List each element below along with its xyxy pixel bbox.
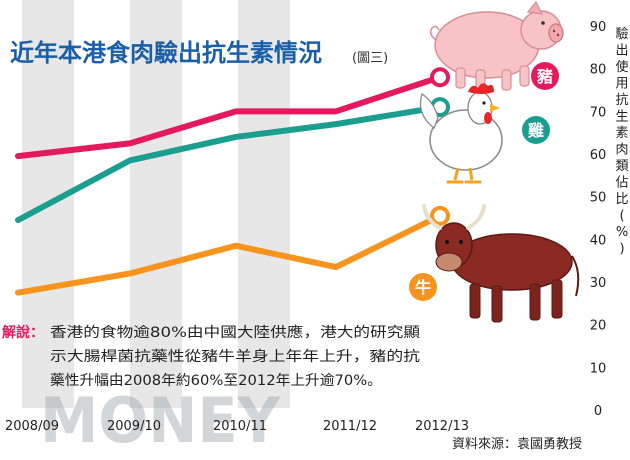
y-axis-title-char: 類	[615, 159, 628, 174]
series-badge	[522, 116, 550, 144]
series-lines	[15, 67, 450, 296]
y-axis-title-char: (	[619, 209, 624, 224]
y-tick-label: 40	[590, 233, 607, 248]
y-axis-title-char: 比	[615, 192, 628, 207]
y-axis-title-char: 素	[615, 126, 628, 141]
y-axis-title-char: 生	[615, 110, 628, 125]
y-axis-title-char: 用	[615, 77, 628, 92]
y-axis-title-char: 肉	[615, 143, 628, 158]
series-badge-label: 豬	[536, 67, 553, 86]
series-badge	[409, 273, 437, 301]
y-axis-title-char: 出	[615, 44, 628, 59]
series-badge	[531, 62, 559, 90]
year-band	[238, 0, 290, 408]
x-tick-label: 2010/11	[213, 419, 267, 434]
x-tick-label: 2009/10	[107, 419, 161, 434]
series-end-marker	[430, 205, 450, 226]
y-axis-title-char: %	[616, 225, 628, 240]
series-line	[15, 104, 443, 224]
cow-icon	[422, 204, 580, 323]
note-line: 示大腸桿菌抗藥性從豬牛羊身上年年上升，豬的抗	[50, 349, 420, 365]
year-band	[130, 0, 182, 408]
note-label: 解說：	[2, 324, 44, 341]
y-axis-title-char: )	[619, 242, 624, 257]
y-tick-label: 90	[590, 20, 607, 35]
y-tick-label: 0	[594, 404, 602, 419]
y-axis-title-char: 驗	[615, 27, 628, 42]
x-tick-labels: 2008/09 2009/10 2010/11 2011/12 2012/13	[5, 419, 469, 434]
source-credit: 資料來源：袁國勇教授	[452, 436, 582, 452]
chicken-icon	[419, 83, 503, 184]
y-tick-label: 80	[590, 63, 607, 78]
y-tick-labels: 0 10 20 30 40 50 60 70 80 90	[590, 20, 607, 419]
y-tick-label: 20	[590, 319, 607, 334]
series-badge-label: 牛	[415, 278, 431, 297]
x-tick-label: 2011/12	[323, 419, 377, 434]
series-line	[15, 74, 443, 160]
note-line: 藥性升幅由2008年約60%至2012年上升逾70%。	[50, 373, 382, 389]
chart-title: 近年本港食肉驗出抗生素情況	[10, 39, 322, 67]
note-line: 香港的食物逾80%由中國大陸供應，港大的研究顯	[50, 324, 420, 341]
y-tick-label: 30	[590, 276, 607, 291]
y-axis-title-char: 抗	[615, 93, 628, 108]
series-badges: 豬雞牛	[409, 62, 559, 301]
y-tick-label: 10	[590, 361, 607, 376]
series-line	[15, 212, 443, 296]
series-badge-label: 雞	[527, 121, 544, 140]
x-tick-label: 2012/13	[415, 419, 469, 434]
y-tick-label: 70	[590, 105, 607, 120]
figure-tag: (圖三)	[352, 51, 388, 66]
watermark: MONEY	[40, 384, 281, 456]
x-tick-label: 2008/09	[5, 419, 59, 434]
y-tick-label: 50	[590, 191, 607, 206]
explanation-note: 解說： 香港的食物逾80%由中國大陸供應，港大的研究顯 示大腸桿菌抗藥性從豬牛羊…	[2, 324, 420, 389]
y-axis-title-char: 佔	[615, 176, 628, 191]
series-end-marker	[430, 67, 450, 88]
y-axis-title-char: 使	[615, 59, 628, 75]
y-tick-label: 60	[590, 148, 607, 163]
